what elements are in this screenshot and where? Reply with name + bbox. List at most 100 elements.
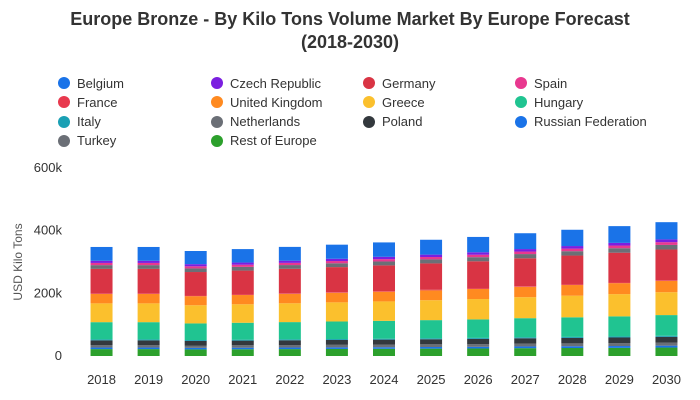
legend-swatch bbox=[211, 115, 223, 128]
bar-segment bbox=[514, 286, 537, 298]
bar-segment bbox=[655, 239, 678, 243]
legend-item[interactable]: Czech Republic bbox=[211, 75, 321, 91]
bar-segment bbox=[278, 303, 301, 323]
bar-segment bbox=[325, 292, 348, 303]
bar-segment bbox=[90, 339, 113, 341]
bar-segment bbox=[231, 270, 254, 295]
legend-item[interactable]: Italy bbox=[58, 114, 101, 130]
legend-item[interactable]: United Kingdom bbox=[211, 94, 323, 110]
bar-segment bbox=[467, 344, 490, 347]
bar-segment bbox=[184, 340, 207, 341]
legend-label: Turkey bbox=[77, 133, 117, 149]
bar-segment bbox=[373, 301, 395, 321]
bar-segment bbox=[514, 249, 537, 252]
bar-segment bbox=[608, 347, 631, 356]
legend-item[interactable]: Poland bbox=[363, 114, 422, 130]
legend-item[interactable]: Netherlands bbox=[211, 114, 300, 130]
chart-title: Europe Bronze - By Kilo Tons Volume Mark… bbox=[0, 8, 700, 54]
bar-segment bbox=[231, 349, 254, 356]
legend-label: Hungary bbox=[534, 94, 584, 110]
bar-segment bbox=[514, 233, 537, 250]
bar-segment bbox=[325, 344, 348, 348]
bar-segment bbox=[420, 257, 443, 260]
legend-item[interactable]: Greece bbox=[363, 94, 425, 110]
bar-segment bbox=[231, 345, 254, 348]
legend-label: Czech Republic bbox=[230, 75, 322, 91]
legend-swatch bbox=[58, 115, 70, 128]
bar-segment bbox=[561, 229, 584, 247]
bar-segment bbox=[90, 293, 113, 304]
bar-segment bbox=[373, 320, 395, 339]
bar-segment bbox=[90, 265, 113, 269]
y-tick-label: 400k bbox=[34, 223, 63, 238]
bar-segment bbox=[373, 256, 395, 260]
bar-segment bbox=[90, 293, 113, 294]
legend-swatch bbox=[211, 77, 223, 89]
bar-segment bbox=[184, 345, 207, 348]
bar-segment bbox=[608, 252, 631, 283]
legend-swatch bbox=[515, 115, 527, 128]
legend-item[interactable]: Turkey bbox=[58, 133, 116, 149]
legend-label: Belgium bbox=[77, 75, 124, 91]
legend-item[interactable]: Russian Federation bbox=[515, 114, 647, 130]
legend-item[interactable]: Germany bbox=[363, 75, 435, 91]
legend-item[interactable]: France bbox=[58, 94, 117, 110]
bar-segment bbox=[373, 347, 395, 349]
bar-segment bbox=[278, 265, 301, 269]
bar-segment bbox=[420, 339, 443, 345]
bar-segment bbox=[514, 346, 537, 349]
bar-segment bbox=[514, 343, 537, 347]
bar-segment bbox=[655, 244, 678, 250]
bar-segment bbox=[467, 236, 490, 253]
bar-segment bbox=[184, 296, 207, 306]
legend-label: Poland bbox=[382, 114, 423, 130]
legend-label: Greece bbox=[382, 94, 425, 110]
legend-item[interactable]: Rest of Europe bbox=[211, 133, 317, 149]
bar-segment bbox=[231, 264, 254, 267]
bar-segment bbox=[608, 337, 631, 344]
bar-segment bbox=[278, 345, 301, 348]
bar-segment bbox=[325, 339, 348, 345]
bar-segment bbox=[90, 262, 113, 266]
legend-item[interactable]: Hungary bbox=[515, 94, 583, 110]
bar-segment bbox=[373, 338, 395, 340]
bar-segment bbox=[184, 272, 207, 296]
bar-segment bbox=[184, 295, 207, 297]
bar-segment bbox=[137, 293, 160, 304]
legend-item[interactable]: Belgium bbox=[58, 75, 124, 91]
bar-segment bbox=[90, 349, 113, 356]
bar-segment bbox=[184, 340, 207, 346]
x-tick-label: 2025 bbox=[417, 372, 446, 387]
bar-segment bbox=[514, 297, 537, 319]
bar-segment bbox=[278, 268, 301, 294]
bar-segment bbox=[561, 255, 584, 285]
bar-segment bbox=[608, 245, 631, 249]
legend-label: Netherlands bbox=[230, 114, 301, 130]
bar-segment bbox=[655, 345, 678, 348]
bar-segment bbox=[608, 343, 631, 347]
legend-label: Spain bbox=[534, 75, 568, 91]
x-tick-label: 2028 bbox=[558, 372, 587, 387]
bar-segment bbox=[278, 340, 301, 346]
bar-segment bbox=[231, 262, 254, 265]
x-tick-label: 2022 bbox=[275, 372, 304, 387]
bar-segment bbox=[90, 340, 113, 346]
legend-label: Rest of Europe bbox=[230, 133, 317, 149]
bar-segment bbox=[278, 349, 301, 356]
bar-segment bbox=[231, 322, 254, 340]
bar-segment bbox=[561, 248, 584, 252]
y-tick-label: 0 bbox=[55, 348, 62, 363]
bar-segment bbox=[90, 260, 113, 263]
bar-segment bbox=[467, 348, 490, 356]
bar-segment bbox=[467, 254, 490, 258]
bar-segment bbox=[184, 266, 207, 269]
bar-segment bbox=[561, 251, 584, 256]
legend-item[interactable]: Spain bbox=[515, 75, 567, 91]
bar-segment bbox=[325, 321, 348, 340]
bar-segment bbox=[467, 346, 490, 349]
bar-segment bbox=[137, 303, 160, 323]
x-tick-label: 2019 bbox=[134, 372, 163, 387]
bar-segment bbox=[137, 340, 160, 346]
bar-segment bbox=[561, 295, 584, 318]
